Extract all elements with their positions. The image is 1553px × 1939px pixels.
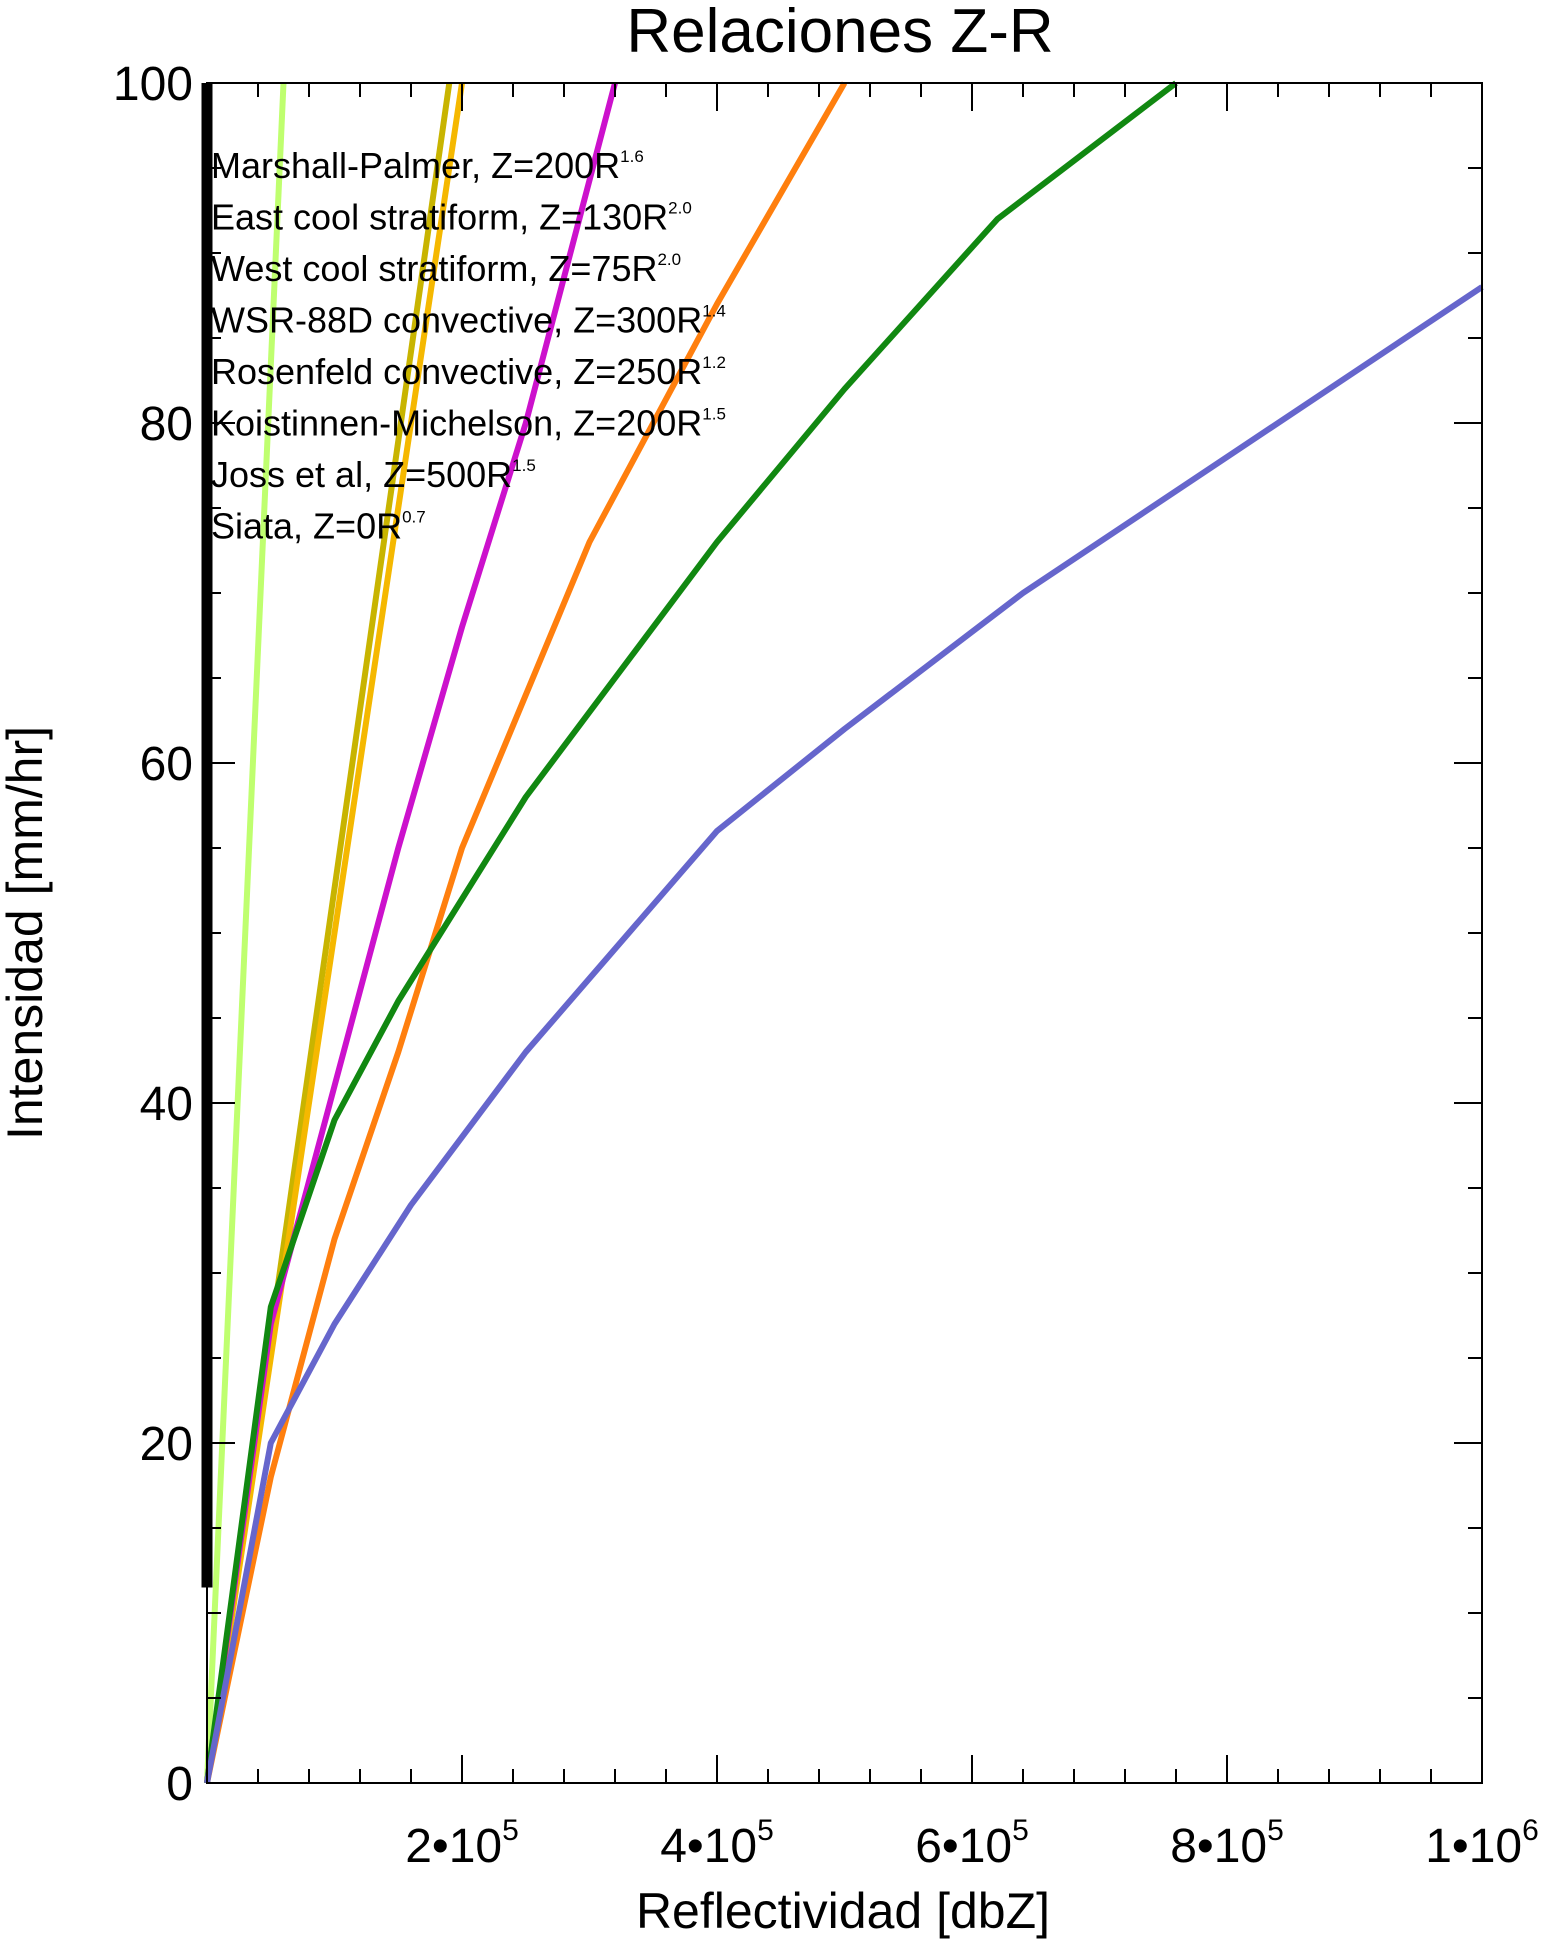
x-tick-label: 8•105 [1170, 1814, 1284, 1873]
y-tick-label: 40 [140, 1078, 193, 1131]
series-line-0 [204, 82, 287, 1784]
ticks-layer: 0 20 40 60 80 100 2•105 4•105 6•105 8•105 1•106 [113, 58, 1539, 1873]
legend-entry-4: Rosenfeld convective, Z=250R1.2 [211, 351, 726, 392]
legend-entry-1: East cool stratiform, Z=130R2.0 [211, 197, 692, 238]
legend: Marshall-Palmer, Z=200R1.6 East cool stra… [211, 145, 726, 547]
legend-entry-0: Marshall-Palmer, Z=200R1.6 [211, 145, 644, 186]
legend-entry-3: WSR-88D convective, Z=300R1.4 [211, 300, 726, 341]
series-line-5 [204, 80, 1178, 1784]
x-tick-label: 4•105 [660, 1814, 774, 1873]
legend-entry-6: Joss et al, Z=500R1.5 [211, 454, 536, 495]
legend-entry-7: Siata, Z=0R0.7 [211, 506, 426, 547]
x-tick-label: 1•106 [1425, 1814, 1539, 1873]
series-line-2 [204, 82, 465, 1784]
chart-title: Relaciones Z-R [626, 0, 1053, 66]
x-tick-label: 6•105 [915, 1814, 1029, 1873]
x-tick-label: 2•105 [405, 1814, 519, 1873]
x-axis-label: Reflectividad [dbZ] [636, 1883, 1050, 1939]
y-tick-label: 0 [166, 1758, 193, 1811]
y-axis-label: Intensidad [mm/hr] [0, 726, 53, 1140]
legend-entry-5: Koistinnen-Michelson, Z=200R1.5 [211, 403, 726, 444]
y-tick-label: 60 [140, 738, 193, 791]
series-layer [201, 80, 1484, 1784]
series-line-6 [204, 284, 1484, 1784]
legend-entry-2: West cool stratiform, Z=75R2.0 [211, 248, 681, 289]
y-tick-label: 100 [113, 58, 193, 111]
y-tick-label: 80 [140, 398, 193, 451]
y-tick-label: 20 [140, 1418, 193, 1471]
